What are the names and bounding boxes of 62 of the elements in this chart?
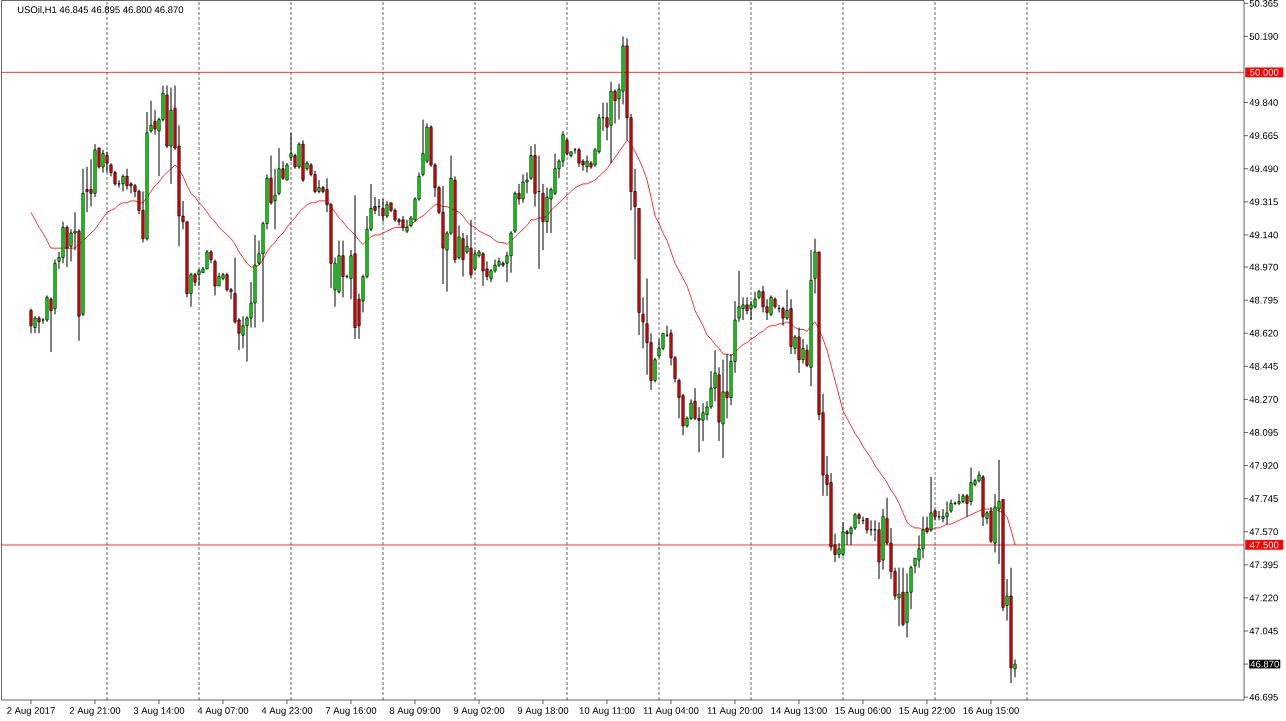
candlestick (37, 315, 41, 334)
x-tick-label: 11 Aug 04:00 (643, 707, 699, 716)
y-tick-label: 50.365 (1249, 0, 1278, 7)
x-tick-label: 15 Aug 22:00 (899, 707, 955, 716)
candlestick (121, 173, 125, 192)
candlestick (205, 249, 209, 270)
candlestick (273, 168, 277, 230)
candlestick (897, 567, 901, 627)
y-tick-label: 48.970 (1249, 263, 1278, 271)
candlestick (29, 308, 33, 334)
x-tick-label: 3 Aug 14:00 (133, 707, 185, 716)
y-tick-label: 47.045 (1249, 627, 1278, 635)
x-tick-label: 8 Aug 09:00 (389, 707, 441, 716)
candlestick (957, 493, 961, 506)
y-tick-label: 47.220 (1249, 594, 1278, 602)
candlestick (585, 155, 589, 174)
y-tick-label: 49.490 (1249, 165, 1278, 173)
candlestick (341, 240, 345, 298)
y-tick-label: 48.620 (1249, 329, 1278, 337)
x-tick-label: 9 Aug 02:00 (453, 707, 505, 716)
candlestick (577, 147, 581, 168)
candlestick (521, 173, 525, 204)
ref-line-label: 50.000 (1250, 68, 1279, 76)
y-tick-label: 46.695 (1249, 693, 1278, 701)
x-tick-label: 7 Aug 16:00 (325, 707, 377, 716)
candlestick (769, 294, 773, 317)
y-tick-label: 48.795 (1249, 296, 1278, 304)
x-tick-label: 16 Aug 15:00 (963, 707, 1019, 716)
y-tick-label: 49.140 (1249, 231, 1278, 239)
x-tick-label: 4 Aug 23:00 (261, 707, 313, 716)
ref-line-label: 47.500 (1249, 541, 1279, 549)
candlestick (125, 168, 129, 191)
y-tick-label: 48.270 (1249, 396, 1278, 403)
candlestick (613, 88, 617, 124)
candlestick (801, 338, 805, 364)
candlestick (945, 500, 949, 525)
candlestick (481, 251, 485, 287)
candlestick (101, 149, 105, 174)
candlestick (857, 512, 861, 525)
y-tick-label: 49.315 (1249, 198, 1278, 206)
x-tick-label: 4 Aug 07:00 (197, 707, 249, 716)
y-tick-label: 50.190 (1249, 33, 1278, 40)
x-tick-label: 9 Aug 18:00 (517, 707, 569, 716)
candlestick (65, 224, 69, 268)
x-tick-label: 2 Aug 2017 (7, 707, 55, 716)
y-tick-label: 48.445 (1249, 362, 1278, 370)
text: USOil,H1 46.845 46.895 46.800 46.870 (17, 6, 184, 15)
candlestick (797, 327, 801, 374)
y-tick-label: 47.745 (1249, 495, 1278, 502)
y-tick-label: 49.665 (1249, 132, 1278, 140)
y-tick-label: 49.840 (1249, 99, 1278, 106)
y-tick-label: 46.870 (1250, 660, 1279, 668)
x-tick-label: 2 Aug 21:00 (69, 707, 121, 716)
y-tick-label: 47.920 (1249, 462, 1278, 469)
x-tick-label: 14 Aug 13:00 (771, 707, 827, 716)
candlestick (405, 219, 409, 234)
x-tick-label: 11 Aug 20:00 (707, 707, 763, 716)
y-tick-label: 47.570 (1249, 528, 1278, 536)
x-tick-label: 10 Aug 11:00 (579, 707, 635, 716)
x-tick-label: 15 Aug 06:00 (835, 707, 891, 716)
y-tick-label: 47.395 (1249, 561, 1278, 569)
y-tick-label: 48.095 (1249, 429, 1278, 436)
